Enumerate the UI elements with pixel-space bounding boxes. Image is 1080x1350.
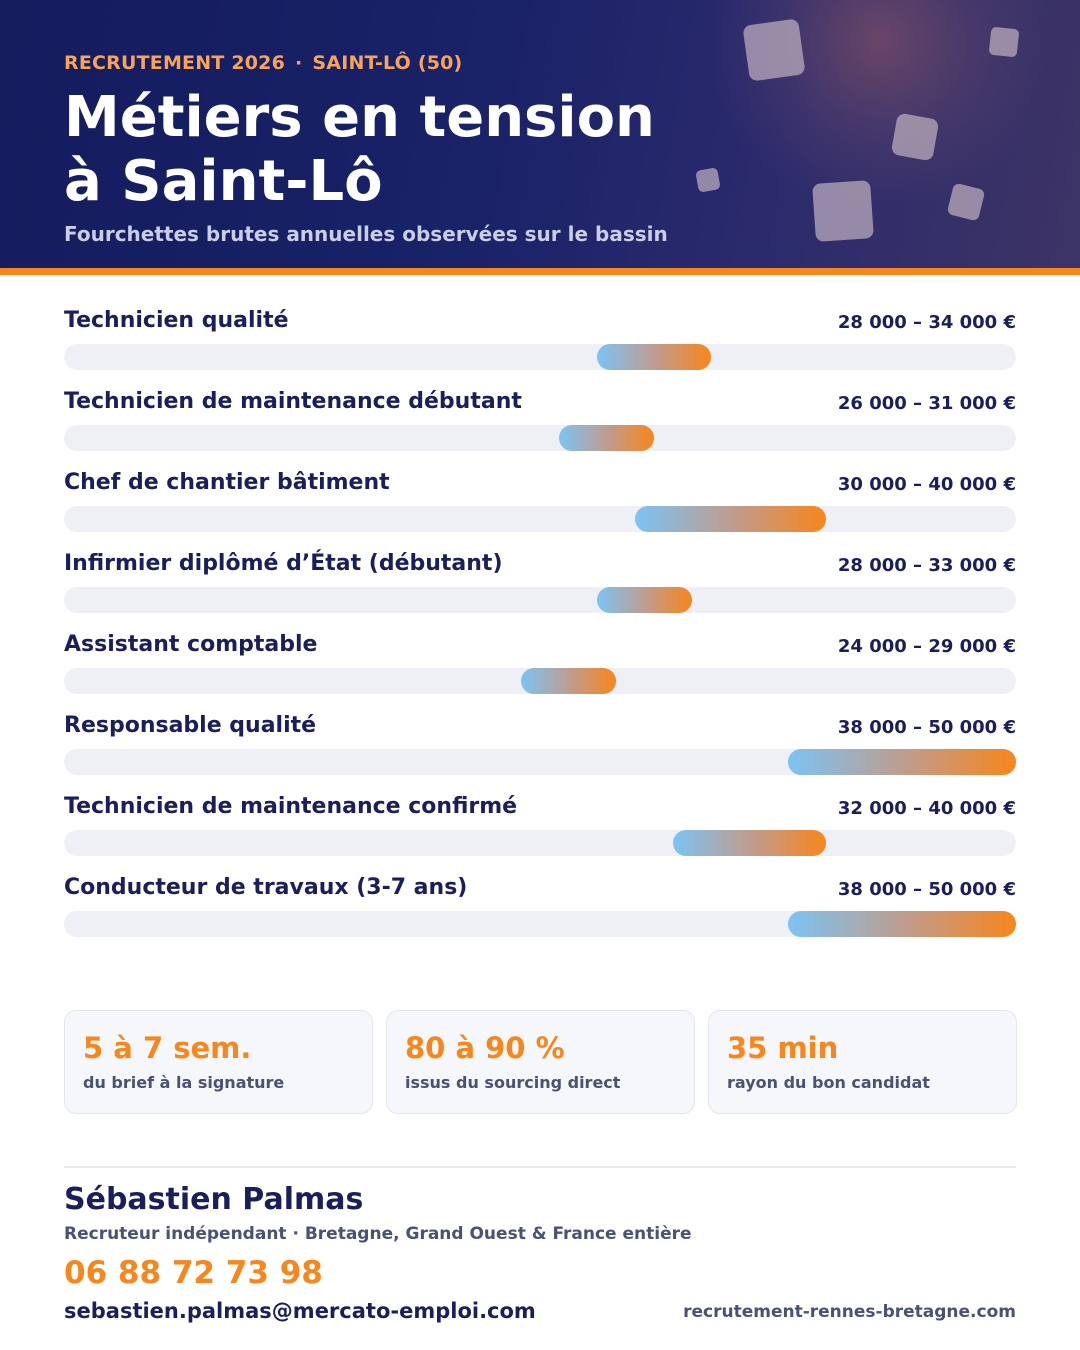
decorative-square [890, 112, 940, 162]
range-track [64, 749, 1016, 775]
salary-range-chart: Technicien qualité 28 000 – 34 000 € Techn… [64, 300, 1016, 948]
page-title: Métiers en tension à Saint-Lô [64, 86, 764, 214]
range-track [64, 506, 1016, 532]
job-title-label: Technicien de maintenance confirmé [64, 794, 518, 819]
salary-range-label: 24 000 – 29 000 € [837, 636, 1016, 657]
job-title-label: Assistant comptable [64, 632, 318, 657]
stat-card-duration: 5 à 7 sem. du brief à la signature [64, 1010, 373, 1114]
salary-range-label: 28 000 – 33 000 € [837, 555, 1016, 576]
contact-website-link[interactable]: recrutement-rennes-bretagne.com [683, 1302, 1016, 1322]
stat-card-sourcing: 80 à 90 % issus du sourcing direct [386, 1010, 695, 1114]
kicker-right: SAINT-LÔ (50) [312, 52, 463, 74]
header-accent-rule [0, 268, 1080, 275]
decorative-square [742, 18, 806, 82]
salary-range-bar [597, 344, 712, 370]
salary-range-label: 38 000 – 50 000 € [837, 879, 1016, 900]
salary-row: Infirmier diplômé d’État (débutant) 28 00… [64, 543, 1016, 624]
job-title-label: Responsable qualité [64, 713, 317, 738]
decorative-square [695, 167, 721, 193]
salary-range-bar [787, 911, 1016, 937]
kicker-separator: · [295, 52, 303, 74]
range-track [64, 344, 1016, 370]
salary-range-bar [787, 749, 1016, 775]
salary-range-label: 32 000 – 40 000 € [837, 798, 1016, 819]
stat-value: 35 min [727, 1031, 839, 1065]
salary-range-label: 28 000 – 34 000 € [837, 312, 1016, 333]
salary-range-bar [559, 425, 655, 451]
decorative-square [812, 180, 874, 242]
job-title-label: Conducteur de travaux (3-7 ans) [64, 875, 468, 900]
salary-range-bar [635, 506, 826, 532]
decorative-square [988, 26, 1020, 58]
contact-phone[interactable]: 06 88 72 73 98 [64, 1255, 323, 1291]
job-title-label: Infirmier diplômé d’État (débutant) [64, 551, 503, 576]
salary-row: Technicien de maintenance débutant 26 000… [64, 381, 1016, 462]
job-title-label: Technicien de maintenance débutant [64, 389, 522, 414]
footer-divider [64, 1166, 1016, 1168]
job-title-label: Technicien qualité [64, 308, 289, 333]
salary-row: Technicien de maintenance confirmé 32 000… [64, 786, 1016, 867]
salary-range-label: 26 000 – 31 000 € [837, 393, 1016, 414]
salary-row: Assistant comptable 24 000 – 29 000 € [64, 624, 1016, 705]
contact-email-link[interactable]: sebastien.palmas@mercato-emploi.com [64, 1299, 536, 1323]
stats-cards: 5 à 7 sem. du brief à la signature 80 à … [64, 1010, 1017, 1114]
salary-row: Technicien qualité 28 000 – 34 000 € [64, 300, 1016, 381]
stat-card-radius: 35 min rayon du bon candidat [708, 1010, 1017, 1114]
contact-role: Recruteur indépendant · Bretagne, Grand … [64, 1224, 692, 1244]
salary-range-bar [520, 668, 617, 694]
salary-range-bar [673, 830, 826, 856]
range-track [64, 587, 1016, 613]
stat-label: issus du sourcing direct [405, 1073, 621, 1092]
salary-range-label: 38 000 – 50 000 € [837, 717, 1016, 738]
range-track [64, 668, 1016, 694]
salary-row: Conducteur de travaux (3-7 ans) 38 000 – … [64, 867, 1016, 948]
range-track [64, 425, 1016, 451]
salary-range-label: 30 000 – 40 000 € [837, 474, 1016, 495]
stat-label: du brief à la signature [83, 1073, 285, 1092]
decorative-square [946, 182, 986, 222]
range-track [64, 830, 1016, 856]
stat-value: 5 à 7 sem. [83, 1031, 252, 1065]
salary-row: Chef de chantier bâtiment 30 000 – 40 000… [64, 462, 1016, 543]
title-line-2: à Saint-Lô [64, 149, 383, 214]
range-track [64, 911, 1016, 937]
stat-label: rayon du bon candidat [727, 1073, 930, 1092]
page-subtitle: Fourchettes brutes annuelles observées s… [64, 222, 668, 246]
job-title-label: Chef de chantier bâtiment [64, 470, 390, 495]
salary-range-bar [597, 587, 693, 613]
contact-name: Sébastien Palmas [64, 1182, 364, 1217]
kicker-left: RECRUTEMENT 2026 [64, 52, 285, 74]
salary-row: Responsable qualité 38 000 – 50 000 € [64, 705, 1016, 786]
stat-value: 80 à 90 % [405, 1031, 565, 1065]
title-line-1: Métiers en tension [64, 85, 655, 150]
header-banner: RECRUTEMENT 2026 · SAINT-LÔ (50) Métiers e… [0, 0, 1080, 268]
kicker: RECRUTEMENT 2026 · SAINT-LÔ (50) [64, 52, 462, 74]
